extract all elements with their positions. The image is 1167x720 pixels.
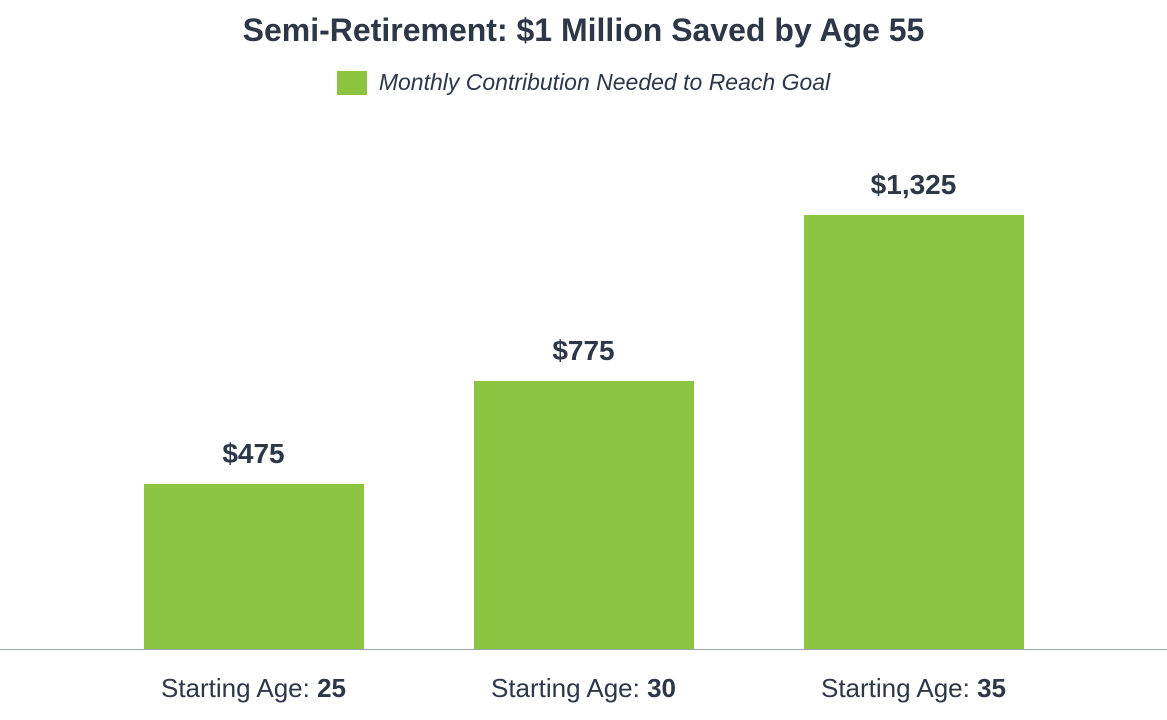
- x-axis-label: Starting Age: 25: [144, 673, 364, 704]
- legend-swatch: [337, 71, 367, 95]
- bar-value-label: $775: [552, 335, 614, 367]
- x-label-value: 25: [317, 673, 346, 703]
- x-label-prefix: Starting Age:: [491, 673, 647, 703]
- x-axis-labels: Starting Age: 25 Starting Age: 30 Starti…: [0, 673, 1167, 704]
- x-axis-label: Starting Age: 35: [804, 673, 1024, 704]
- x-label-value: 30: [647, 673, 676, 703]
- bar: [474, 381, 694, 649]
- x-axis-label: Starting Age: 30: [474, 673, 694, 704]
- x-label-value: 35: [977, 673, 1006, 703]
- bar-group: $775: [474, 130, 694, 649]
- bar-group: $475: [144, 130, 364, 649]
- plot-area: $475 $775 $1,325: [0, 130, 1167, 650]
- chart-title: Semi-Retirement: $1 Million Saved by Age…: [0, 12, 1167, 49]
- bar-group: $1,325: [804, 130, 1024, 649]
- bar: [144, 484, 364, 649]
- legend-label: Monthly Contribution Needed to Reach Goa…: [379, 69, 830, 96]
- x-label-prefix: Starting Age:: [821, 673, 977, 703]
- legend: Monthly Contribution Needed to Reach Goa…: [0, 69, 1167, 96]
- bar: [804, 215, 1024, 649]
- bars-wrapper: $475 $775 $1,325: [0, 130, 1167, 649]
- bar-value-label: $475: [222, 438, 284, 470]
- x-label-prefix: Starting Age:: [161, 673, 317, 703]
- chart-container: Semi-Retirement: $1 Million Saved by Age…: [0, 0, 1167, 720]
- bar-value-label: $1,325: [871, 169, 957, 201]
